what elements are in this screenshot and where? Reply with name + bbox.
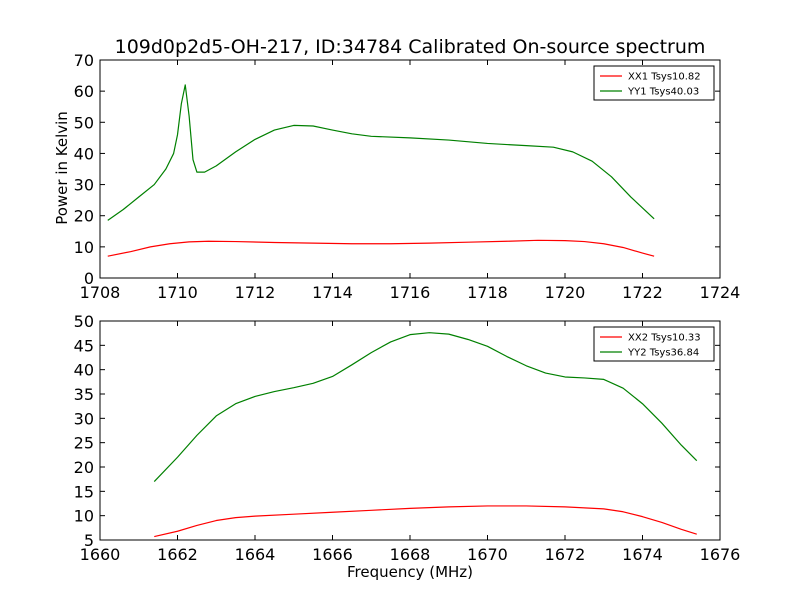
legend-entry: YY2 Tsys36.84 xyxy=(627,348,699,359)
y-tick-label: 20 xyxy=(74,207,94,226)
x-tick-label: 1670 xyxy=(467,545,508,564)
series-line-1 xyxy=(107,239,655,257)
x-tick-label: 1660 xyxy=(80,545,121,564)
x-tick-label: 1722 xyxy=(622,283,663,302)
y-tick-label: 25 xyxy=(74,434,94,453)
y-tick-label: 0 xyxy=(84,269,94,288)
y-tick-label: 5 xyxy=(84,531,94,550)
x-tick-label: 1668 xyxy=(390,545,431,564)
series-line-1 xyxy=(154,505,697,538)
legend: XX1 Tsys10.82 YY1 Tsys40.03 xyxy=(593,65,715,101)
y-tick-label: 60 xyxy=(74,82,94,101)
x-tick-label: 1664 xyxy=(235,545,276,564)
x-tick-label: 1718 xyxy=(467,283,508,302)
legend-entry: YY1 Tsys40.03 xyxy=(627,87,699,98)
bottom-subplot: 1660 1662 1664 1666 1668 1670 1672 1674 1676 5 10 1… xyxy=(74,312,741,564)
legend-entry: XX1 Tsys10.82 xyxy=(628,72,701,83)
x-tick-label: 1672 xyxy=(545,545,586,564)
top-subplot: 1708 1710 1712 1714 1716 1718 1720 1722 1724 0 10 2… xyxy=(74,51,741,302)
chart-title: 109d0p2d5-OH-217, ID:34784 Calibrated On… xyxy=(115,36,706,58)
y-tick-label: 10 xyxy=(74,507,94,526)
x-tick-label: 1716 xyxy=(390,283,431,302)
x-tick-label: 1676 xyxy=(700,545,741,564)
y-axis-label: Power in Kelvin xyxy=(53,111,71,225)
legend-box xyxy=(593,65,715,101)
x-axis-label: Frequency (MHz) xyxy=(347,563,473,581)
y-tick-label: 10 xyxy=(74,238,94,257)
y-tick-label: 45 xyxy=(74,336,94,355)
x-tick-label: 1714 xyxy=(312,283,353,302)
x-tick-label: 1662 xyxy=(157,545,198,564)
y-tick-label: 30 xyxy=(74,409,94,428)
series-line-2 xyxy=(153,332,698,483)
y-tick-label: 50 xyxy=(74,113,94,132)
y-tick-label: 50 xyxy=(74,312,94,331)
y-tick-label: 20 xyxy=(74,458,94,477)
y-tick-label: 70 xyxy=(74,51,94,70)
y-tick-label: 35 xyxy=(74,385,94,404)
legend: XX2 Tsys10.33 YY2 Tsys36.84 xyxy=(593,326,715,362)
y-tick-label: 40 xyxy=(74,144,94,163)
x-tick-label: 1674 xyxy=(622,545,663,564)
y-tick-label: 15 xyxy=(74,482,94,501)
x-tick-label: 1710 xyxy=(157,283,198,302)
x-tick-label: 1666 xyxy=(312,545,353,564)
y-tick-label: 30 xyxy=(74,176,94,195)
legend-entry: XX2 Tsys10.33 xyxy=(628,333,701,344)
series-line-2 xyxy=(107,84,655,221)
x-tick-label: 1724 xyxy=(700,283,741,302)
x-tick-label: 1708 xyxy=(80,283,121,302)
x-tick-label: 1720 xyxy=(545,283,586,302)
legend-box xyxy=(593,326,715,362)
x-tick-label: 1712 xyxy=(235,283,276,302)
y-tick-label: 40 xyxy=(74,361,94,380)
